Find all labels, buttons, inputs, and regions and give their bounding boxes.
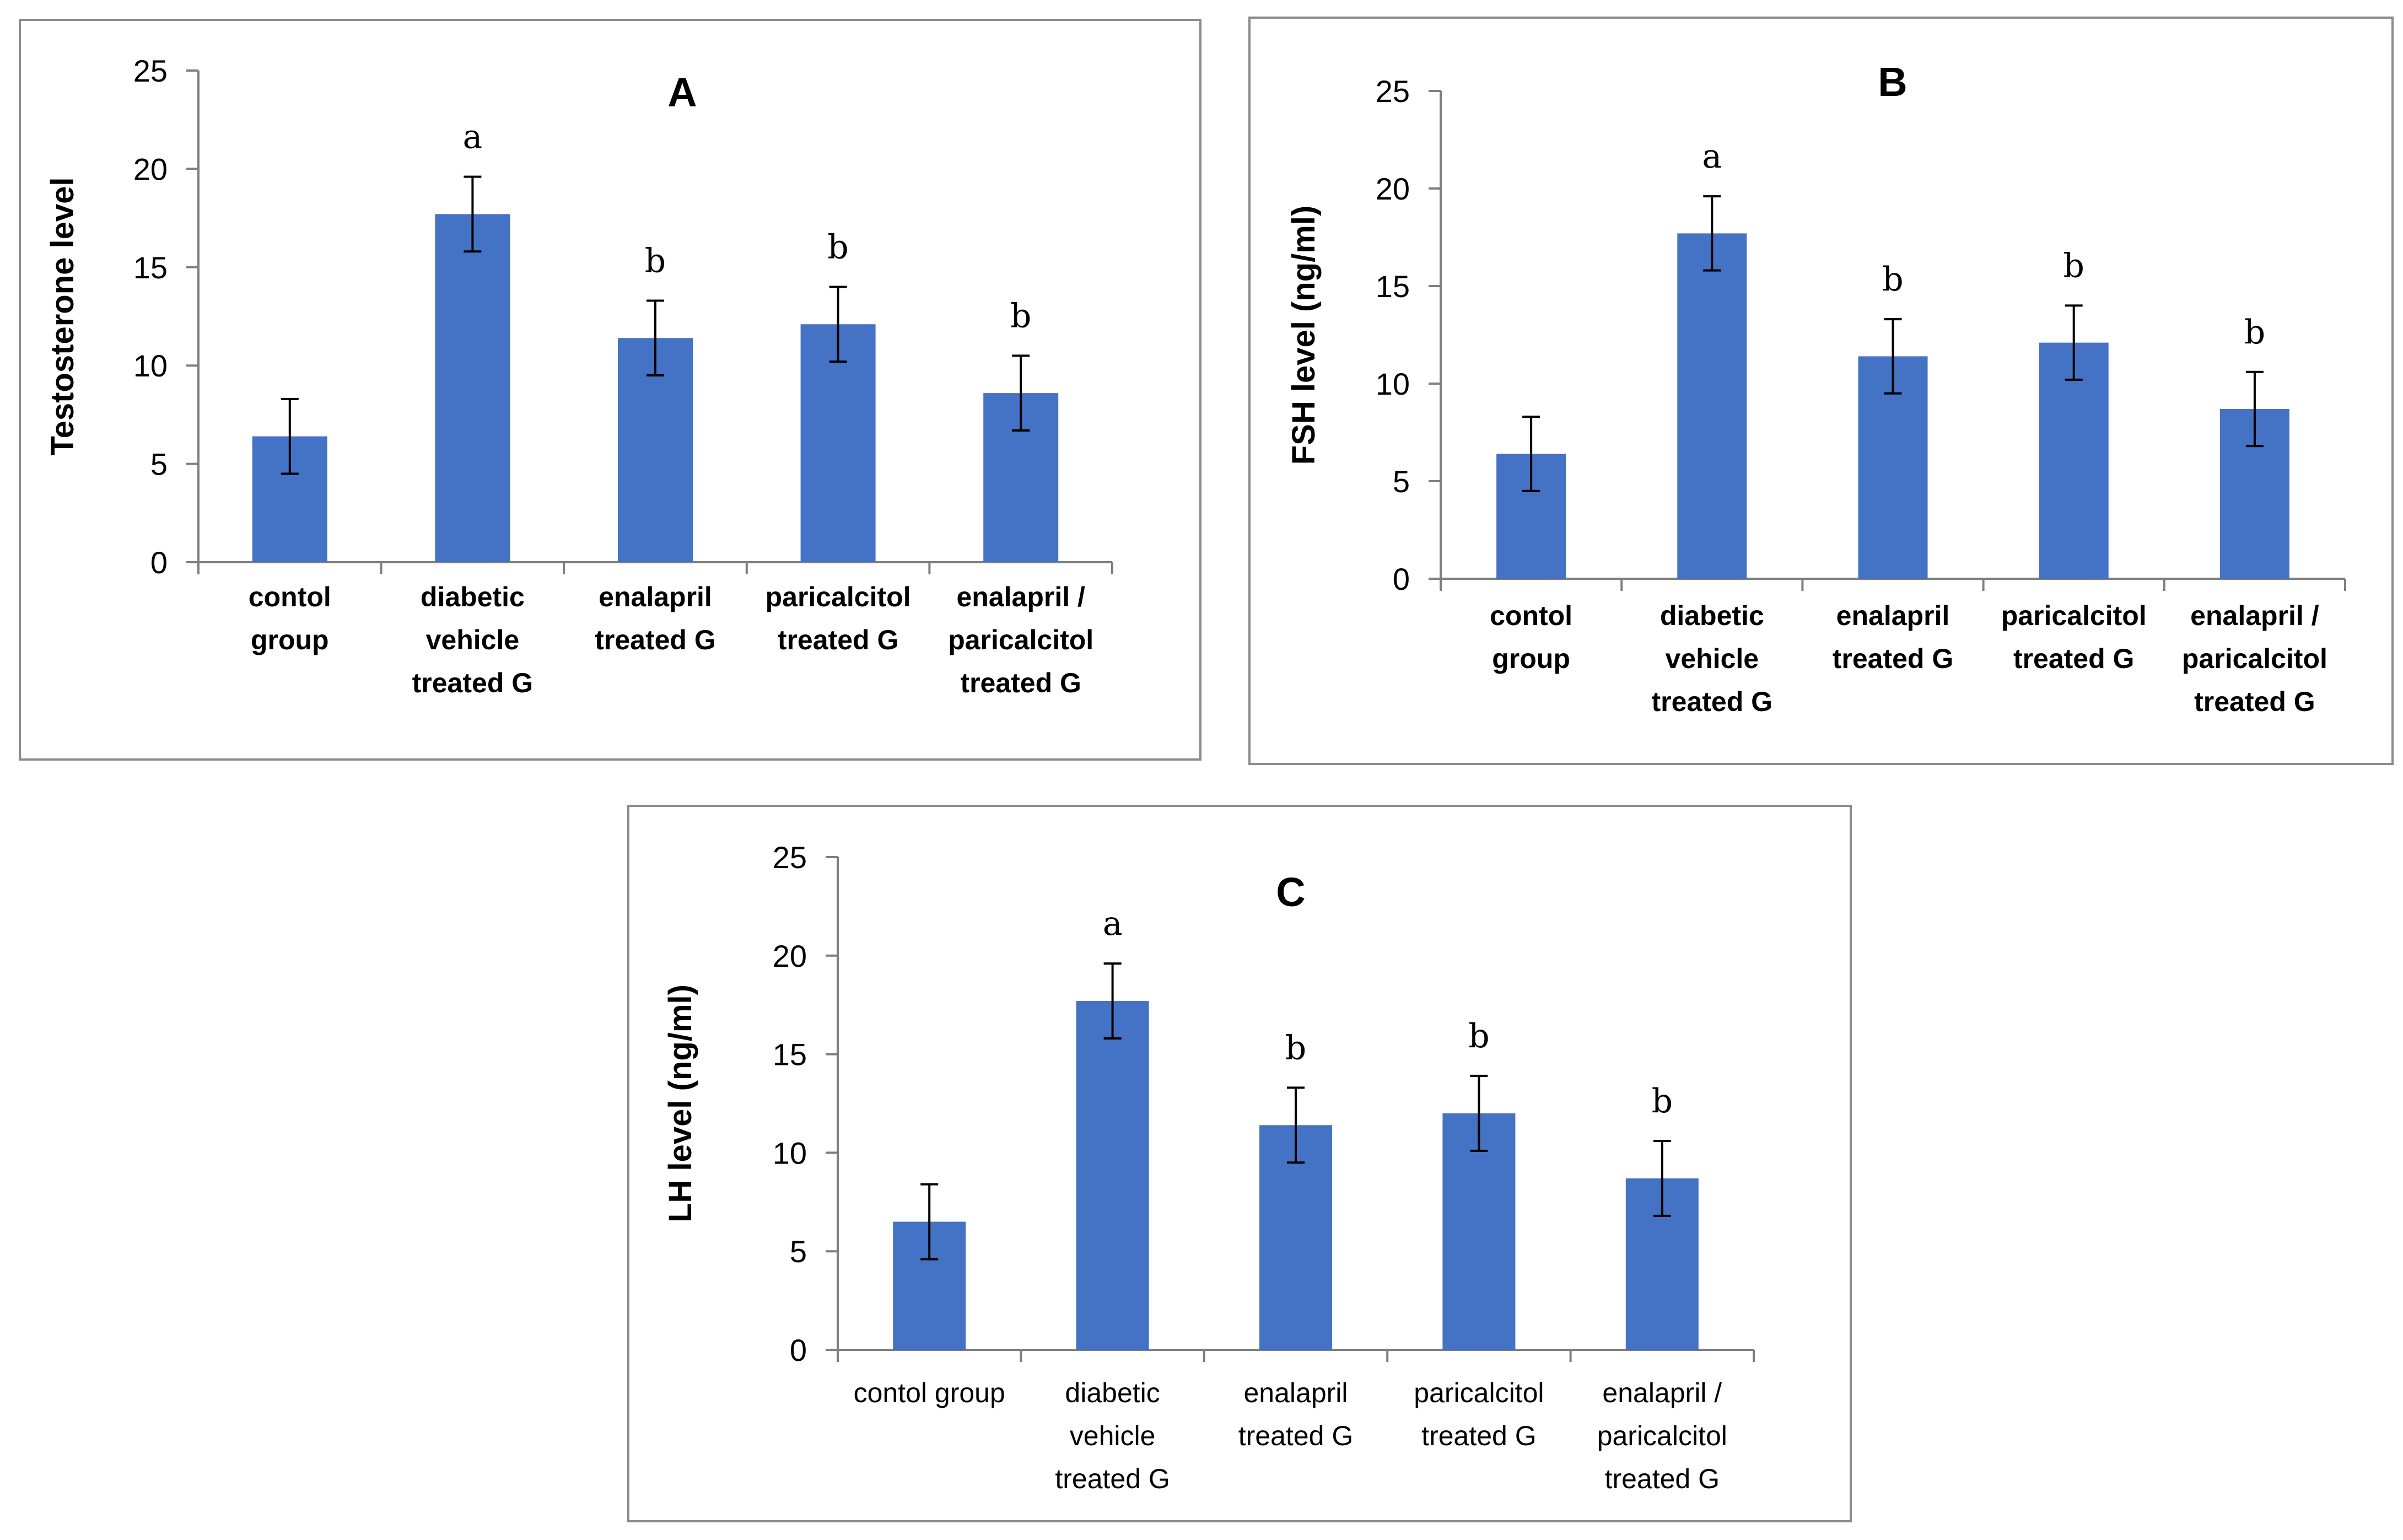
category-label-line: treated G <box>1652 686 1773 717</box>
category-label-line: diabetic <box>1065 1377 1160 1408</box>
y-tick-label: 5 <box>1393 464 1410 499</box>
category-label-line: treated G <box>1055 1463 1170 1494</box>
category-label-line: vehicle <box>1666 643 1759 674</box>
category-label: contol group <box>1490 600 1572 674</box>
category-label-line: enalapril / <box>956 581 1085 612</box>
y-tick-label: 0 <box>150 545 168 580</box>
category-label: contol group <box>854 1377 1005 1408</box>
bar <box>2039 342 2109 579</box>
category-label: contol group <box>249 581 331 655</box>
y-tick-label: 10 <box>1376 367 1410 401</box>
category-label-line: paricalcitol <box>766 581 911 612</box>
category-label-line: paricalcitol <box>1597 1420 1727 1451</box>
significance-label: b <box>827 228 848 266</box>
category-label-line: treated G <box>1238 1420 1353 1451</box>
chart-b: B FSH level (ng/ml) 0 5 10 15 20 25 contol group a… <box>1286 59 2346 717</box>
y-tick-label: 25 <box>133 53 168 88</box>
category-label-line: diabetic <box>1660 600 1764 631</box>
y-tick-label: 5 <box>150 447 168 482</box>
bar <box>435 214 510 562</box>
category-label-line: treated G <box>412 667 534 698</box>
y-axis-label: LH level (ng/ml) <box>662 984 698 1223</box>
significance-label: a <box>1702 137 1722 176</box>
category-label-line: treated G <box>1833 643 1954 674</box>
chart-a: A Testosterone level 0 5 10 15 20 25 contol group… <box>45 53 1113 698</box>
category-label: enalapril treated G <box>595 581 716 655</box>
category-label-line: paricalcitol <box>2182 643 2327 674</box>
y-tick-label: 10 <box>773 1135 807 1170</box>
bar <box>1442 1113 1516 1350</box>
category-label-line: treated G <box>778 624 899 655</box>
category-label-line: paricalcitol <box>948 624 1093 655</box>
chart-title: A <box>667 69 697 115</box>
significance-label: b <box>1652 1082 1673 1121</box>
bar <box>800 324 876 562</box>
y-tick-label: 15 <box>1376 269 1410 304</box>
chart-title: C <box>1276 869 1305 915</box>
category-label-line: treated G <box>2194 686 2315 717</box>
category-label-line: treated G <box>1421 1420 1536 1451</box>
category-label-line: paricalcitol <box>2001 600 2147 631</box>
y-tick-label: 10 <box>133 348 168 383</box>
category-label-line: enalapril <box>599 581 712 612</box>
category-label-line: contol group <box>854 1377 1005 1408</box>
bar <box>1677 233 1747 579</box>
y-tick-label: 20 <box>133 152 168 186</box>
y-tick-label: 5 <box>790 1234 807 1269</box>
y-tick-label: 15 <box>773 1037 807 1072</box>
significance-label: a <box>463 118 483 157</box>
significance-label: b <box>2244 313 2265 352</box>
category-label-line: enalapril / <box>1602 1377 1722 1408</box>
category-label: diabetic vehicle treated G <box>412 581 534 698</box>
category-label-line: treated G <box>2013 643 2135 674</box>
y-tick-label: 25 <box>773 840 807 875</box>
chart-panel-b: B FSH level (ng/ml) 0 5 10 15 20 25 contol group a… <box>1248 17 2394 765</box>
category-label-line: vehicle <box>426 624 520 655</box>
y-tick-label: 25 <box>1376 74 1410 109</box>
significance-label: b <box>1285 1029 1306 1067</box>
y-axis-label: FSH level (ng/ml) <box>1286 206 1322 465</box>
category-label: diabetic vehicle treated G <box>1652 600 1773 717</box>
chart-panel-a: A Testosterone level 0 5 10 15 20 25 contol group… <box>19 19 1202 761</box>
significance-label: b <box>645 241 666 280</box>
category-label-line: paricalcitol <box>1414 1377 1544 1408</box>
significance-label: b <box>1010 297 1031 335</box>
category-label: enalapril treated G <box>1238 1377 1353 1451</box>
category-label-line: treated G <box>1605 1463 1720 1494</box>
significance-label: a <box>1103 904 1123 943</box>
chart-c: C LH level (ng/ml) 0 5 10 15 20 25 contol group a… <box>662 840 1755 1494</box>
chart-panel-c: C LH level (ng/ml) 0 5 10 15 20 25 contol group a… <box>627 805 1852 1522</box>
category-label-line: treated G <box>595 624 716 655</box>
bar <box>1076 1001 1149 1350</box>
significance-label: b <box>2063 246 2084 285</box>
category-label: enalapril treated G <box>1833 600 1954 674</box>
chart-title: B <box>1878 59 1907 105</box>
category-label: paricalcitol treated G <box>766 581 911 655</box>
category-label-line: contol <box>1490 600 1572 631</box>
category-label-line: enalapril / <box>2190 600 2319 631</box>
category-label: enalapril / paricalcitol treated G <box>948 581 1093 698</box>
category-label-line: diabetic <box>421 581 525 612</box>
y-tick-label: 15 <box>133 250 168 285</box>
category-label-line: group <box>1492 643 1570 674</box>
category-label: paricalcitol treated G <box>2001 600 2147 674</box>
significance-label: b <box>1882 260 1903 299</box>
category-label: paricalcitol treated G <box>1414 1377 1544 1451</box>
y-tick-label: 20 <box>1376 171 1410 206</box>
significance-label: b <box>1468 1017 1489 1056</box>
category-label: diabetic vehicle treated G <box>1055 1377 1170 1494</box>
y-tick-label: 20 <box>773 939 807 973</box>
category-label: enalapril / paricalcitol treated G <box>2182 600 2327 717</box>
category-label: enalapril / paricalcitol treated G <box>1597 1377 1727 1494</box>
category-label-line: vehicle <box>1070 1420 1156 1451</box>
y-tick-label: 0 <box>1393 562 1410 596</box>
y-tick-label: 0 <box>790 1333 807 1367</box>
category-label-line: group <box>251 624 329 655</box>
y-axis-label: Testosterone level <box>45 177 80 455</box>
category-label-line: enalapril <box>1836 600 1950 631</box>
category-label-line: contol <box>249 581 331 612</box>
category-label-line: enalapril <box>1243 1377 1348 1408</box>
category-label-line: treated G <box>960 667 1081 698</box>
